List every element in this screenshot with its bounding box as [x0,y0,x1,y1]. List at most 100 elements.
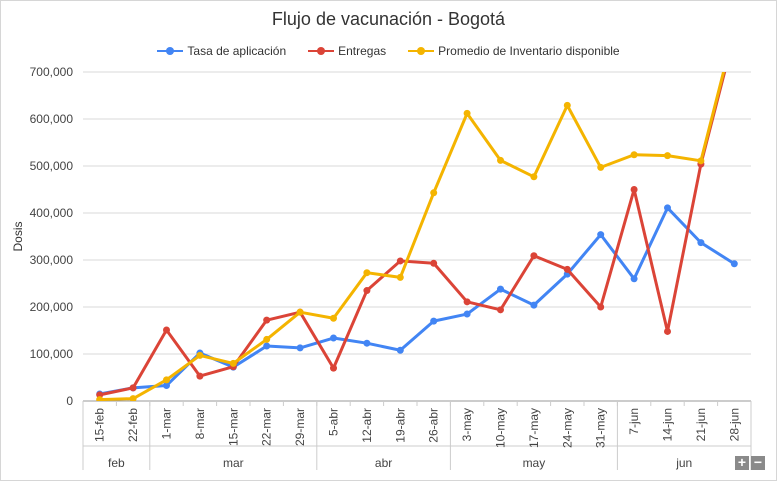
data-point-0 [597,231,605,239]
data-point-0 [330,334,337,342]
legend-label-inventario: Promedio de Inventario disponible [438,44,620,58]
x-tick-label: 10-may [494,408,508,448]
series-line-1 [99,72,727,397]
x-group-label: mar [223,456,244,470]
data-point-2 [463,109,471,117]
x-tick-label: 28-jun [727,408,741,441]
data-point-1 [497,306,504,314]
x-tick-label: 19-abr [393,408,407,443]
data-point-1 [597,303,605,311]
legend-swatch-inventario [408,45,435,57]
x-tick-label: 24-may [560,408,574,448]
legend-item-entregas[interactable]: Entregas [308,44,386,58]
x-tick-label: 22-mar [260,408,274,446]
x-tick-label: 31-may [594,408,608,448]
x-tick-label: 3-may [460,408,474,441]
chart-title: Flujo de vacunación - Bogotá [271,9,506,29]
x-group-label: jun [675,456,692,470]
x-group-label: feb [108,456,125,470]
x-tick-label: 1-mar [160,408,174,439]
x-tick-label: 29-mar [293,408,307,446]
legend-swatch-tasa [157,45,184,57]
y-tick-label: 0 [66,394,73,408]
data-point-2 [664,152,671,160]
data-point-1 [630,186,638,193]
y-axis-label: Dosis [11,221,25,251]
series-line-2 [99,72,726,401]
data-point-1 [530,252,538,260]
x-tick-label: 8-mar [193,408,207,439]
legend-label-tasa: Tasa de aplicación [187,44,287,58]
data-point-0 [664,204,671,212]
data-point-2 [163,376,170,384]
data-point-1 [463,298,471,306]
data-point-1 [263,316,271,324]
data-point-2 [396,273,404,281]
data-point-2 [129,395,137,401]
zoom-out-button[interactable]: − [751,455,765,470]
data-point-0 [497,285,504,293]
data-point-0 [296,344,304,352]
legend-item-tasa[interactable]: Tasa de aplicación [157,44,286,58]
data-point-2 [697,157,705,165]
data-point-2 [296,308,304,316]
legend: Tasa de aplicación Entregas Promedio de … [0,44,777,58]
data-point-0 [396,346,404,354]
y-tick-label: 200,000 [30,300,74,314]
data-point-0 [263,342,271,350]
data-point-0 [630,275,638,283]
data-point-2 [96,396,104,401]
data-point-0 [430,317,438,325]
data-point-2 [597,163,605,171]
data-point-1 [129,384,137,392]
x-tick-label: 12-abr [360,408,374,443]
data-point-2 [363,269,371,277]
x-tick-label: 17-may [527,408,541,448]
legend-item-inventario[interactable]: Promedio de Inventario disponible [408,44,620,58]
data-point-0 [730,260,738,268]
data-point-1 [664,327,671,335]
plot-area [96,26,738,401]
data-point-2 [229,359,237,367]
data-point-0 [163,381,170,389]
y-tick-label: 500,000 [30,159,74,173]
data-point-2 [430,189,438,197]
data-point-2 [330,314,337,322]
data-point-2 [497,156,504,164]
data-point-1 [163,326,170,334]
data-point-1 [430,259,438,267]
data-point-1 [396,257,404,265]
data-point-2 [263,335,271,343]
y-tick-label: 100,000 [30,347,74,361]
data-point-2 [630,151,638,159]
legend-label-entregas: Entregas [338,44,387,58]
legend-swatch-entregas [308,45,335,57]
y-tick-label: 700,000 [30,65,74,79]
data-point-1 [563,265,571,273]
x-tick-label: 14-jun [661,408,675,441]
x-tick-label: 15-mar [226,408,240,446]
y-tick-label: 300,000 [30,253,74,267]
data-point-0 [697,239,705,247]
data-point-1 [196,372,204,380]
zoom-in-button[interactable]: + [735,455,749,470]
y-tick-label: 400,000 [30,206,74,220]
data-point-1 [330,364,337,372]
x-group-label: may [523,456,546,470]
data-point-2 [196,351,204,359]
x-tick-label: 21-jun [694,408,708,441]
x-tick-label: 15-feb [93,408,107,442]
data-point-2 [563,101,571,109]
data-point-0 [463,310,471,318]
x-group-label: abr [375,456,392,470]
data-point-1 [363,287,371,295]
x-tick-label: 7-jun [627,408,641,435]
x-tick-label: 5-abr [327,408,341,436]
data-point-1 [731,31,738,38]
data-point-2 [530,173,538,181]
x-tick-label: 22-feb [126,408,140,442]
data-point-2 [731,26,738,33]
data-point-0 [530,301,538,309]
data-point-0 [363,339,371,347]
